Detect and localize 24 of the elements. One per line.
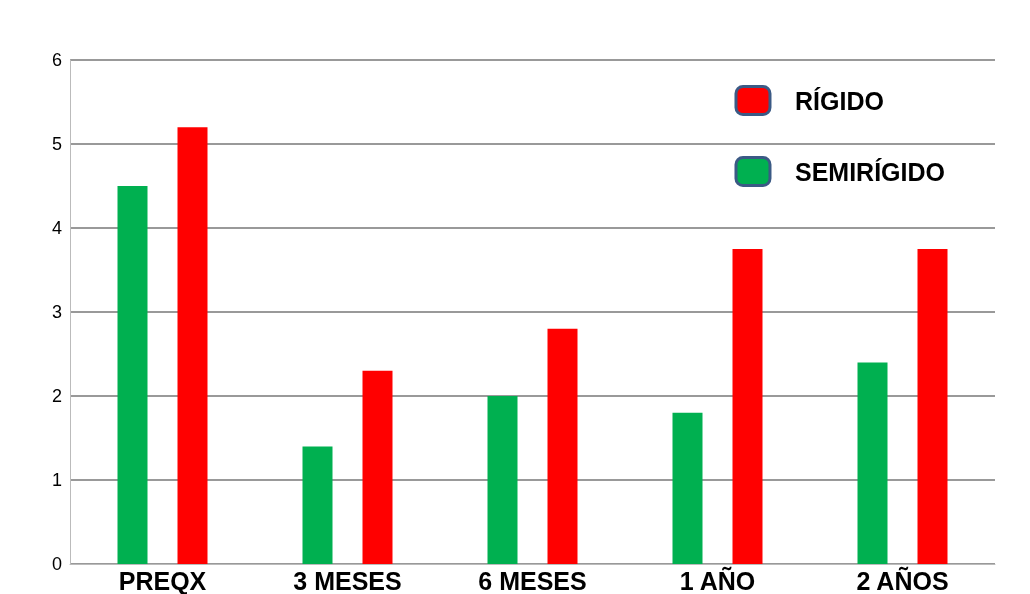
y-tick-label: 3 [51, 302, 62, 322]
x-tick-label: 3 MESES [293, 566, 402, 594]
y-tick-label: 1 [51, 470, 62, 490]
x-tick-label: 2 AÑOS [856, 565, 949, 594]
legend-label: RÍGIDO [794, 86, 884, 115]
bar [487, 396, 518, 564]
y-tick-label: 2 [51, 386, 62, 406]
y-tick-label: 0 [51, 554, 62, 574]
bar [362, 370, 393, 564]
bar [547, 328, 578, 564]
bar [732, 249, 763, 564]
x-tick-label: PREQX [118, 566, 207, 594]
bar [177, 127, 208, 564]
legend-label: SEMIRÍGIDO [794, 157, 945, 186]
bar [917, 249, 948, 564]
y-tick-label: 4 [51, 218, 62, 238]
bar [672, 412, 703, 564]
bar [302, 446, 333, 564]
x-tick-label: 1 AÑO [679, 565, 756, 594]
y-tick-label: 5 [51, 134, 62, 154]
bar [117, 186, 148, 564]
x-tick-label: 6 MESES [478, 566, 587, 594]
bar [857, 362, 888, 564]
y-tick-label: 6 [51, 50, 62, 70]
